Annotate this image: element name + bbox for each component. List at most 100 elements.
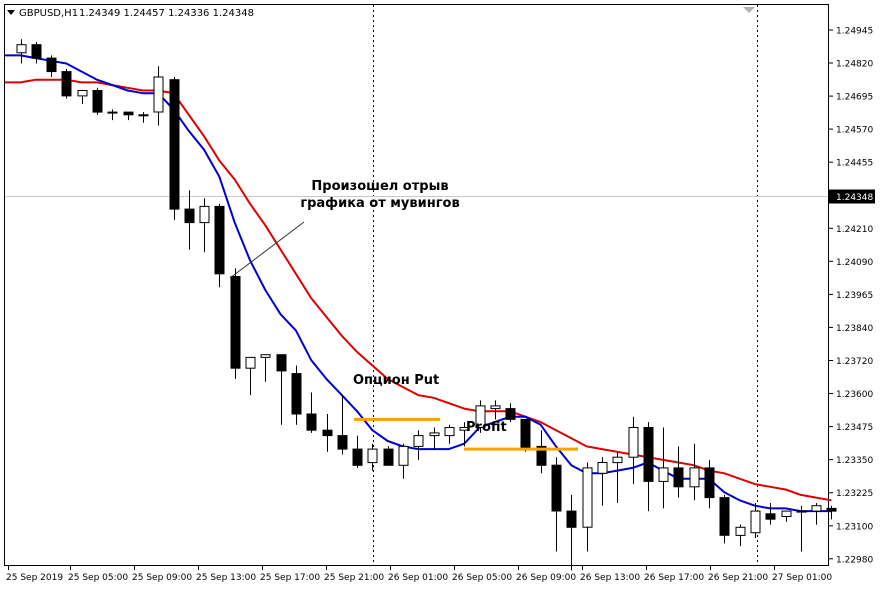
- price-tick-label: 1.24695: [836, 93, 873, 103]
- price-tick-label: 1.24455: [836, 159, 873, 169]
- candle-body: [566, 510, 577, 528]
- candle: [123, 111, 134, 121]
- price-tick: 1.24455: [828, 159, 873, 169]
- ohlc-label: 1.24349 1.24457 1.24336 1.24348: [79, 8, 254, 19]
- candle: [673, 446, 684, 498]
- candle-body: [505, 408, 516, 420]
- candle: [597, 457, 608, 506]
- candle: [505, 403, 516, 423]
- candle: [383, 446, 394, 466]
- price-tick-label: 1.23720: [836, 357, 873, 367]
- slow-moving-average-line: [5, 78, 832, 502]
- price-tick: 1.24210: [828, 225, 873, 235]
- candle-body: [306, 413, 317, 431]
- candle-body: [260, 354, 271, 358]
- price-tick: 1.24090: [828, 258, 873, 268]
- candle: [704, 459, 715, 509]
- chart-shift-marker-icon[interactable]: [743, 7, 755, 13]
- price-tick: 1.24570: [828, 126, 873, 136]
- time-tick: 27 Sep 01:00: [772, 566, 832, 583]
- candle: [719, 494, 730, 544]
- time-tick-label: 27 Sep 01:00: [772, 573, 832, 583]
- candle-body: [367, 448, 378, 464]
- candle: [459, 422, 470, 447]
- candle-body: [107, 111, 118, 114]
- profit-label: Profit: [466, 420, 507, 435]
- time-axis: 25 Sep 2019 25 Sep 05:00 25 Sep 09:00 25 Se…: [6, 566, 832, 583]
- price-tick: 1.23350: [828, 456, 873, 466]
- current-price-tag-bg: [829, 189, 875, 204]
- candle: [811, 503, 822, 525]
- price-tick: 1.23840: [828, 324, 873, 334]
- candle: [750, 503, 761, 538]
- candle: [291, 365, 302, 425]
- price-tick: 1.23600: [828, 390, 873, 400]
- candle: [735, 524, 746, 547]
- time-tick: 26 Sep 09:00: [516, 566, 576, 583]
- price-tick-label: 1.24945: [836, 27, 873, 37]
- symbol-label: GBPUSD,H1: [19, 8, 78, 19]
- candle-body: [612, 456, 623, 464]
- price-tick-label: 1.22980: [836, 555, 873, 565]
- price-tick-label: 1.23840: [836, 324, 873, 334]
- time-tick-label: 25 Sep 05:00: [68, 573, 128, 583]
- gap-annotation-line1: Произошел отрыв: [311, 179, 448, 194]
- candle-body: [383, 448, 394, 466]
- price-tick: 1.22980: [828, 555, 873, 565]
- candle: [31, 42, 42, 64]
- candle: [765, 503, 776, 525]
- price-tick: 1.23475: [828, 423, 873, 433]
- candles-layer: [16, 39, 837, 571]
- price-tick-label: 1.23475: [836, 423, 873, 433]
- candle: [582, 462, 593, 552]
- time-tick-label: 25 Sep 17:00: [260, 573, 320, 583]
- candle-body: [199, 205, 210, 224]
- time-tick-label: 26 Sep 09:00: [516, 573, 576, 583]
- candle: [475, 400, 486, 433]
- candle: [276, 354, 287, 425]
- candle-body: [475, 405, 486, 428]
- time-tick-label: 26 Sep 05:00: [452, 573, 512, 583]
- candle-body: [322, 429, 333, 437]
- candle-body: [230, 276, 241, 369]
- candle-body: [796, 510, 807, 513]
- time-tick: 25 Sep 09:00: [132, 566, 192, 583]
- time-tick: 26 Sep 21:00: [708, 566, 768, 583]
- candle: [566, 494, 577, 571]
- candle: [61, 68, 72, 99]
- candle-body: [551, 464, 562, 512]
- candle-body: [520, 418, 531, 450]
- candle-body: [673, 467, 684, 488]
- candle: [337, 395, 348, 455]
- candle: [107, 109, 118, 121]
- candle: [398, 443, 409, 479]
- price-tick: 1.23720: [828, 357, 873, 367]
- candle-body: [184, 208, 195, 224]
- candle-body: [811, 505, 822, 512]
- candle: [689, 443, 700, 501]
- price-tick: 1.23965: [828, 291, 873, 301]
- candle-body: [689, 467, 700, 488]
- price-tick-label: 1.24820: [836, 60, 873, 70]
- candle-body: [31, 44, 42, 59]
- candle-body: [429, 432, 440, 437]
- price-tick-label: 1.23600: [836, 390, 873, 400]
- candle-body: [628, 427, 639, 458]
- candle: [260, 354, 271, 382]
- annotation-pointer-line: [229, 221, 305, 279]
- current-price-tag-label: 1.24348: [836, 193, 873, 203]
- candle-body: [582, 467, 593, 528]
- candle: [153, 66, 164, 126]
- candle-body: [214, 205, 225, 275]
- candle-body: [123, 111, 134, 116]
- candle: [92, 87, 103, 115]
- candle: [413, 430, 424, 460]
- candle-body: [245, 356, 256, 369]
- candle: [520, 418, 531, 452]
- candle-body: [781, 510, 792, 518]
- chart-menu-arrow-icon[interactable]: [7, 10, 15, 15]
- time-tick: 25 Sep 13:00: [196, 566, 256, 583]
